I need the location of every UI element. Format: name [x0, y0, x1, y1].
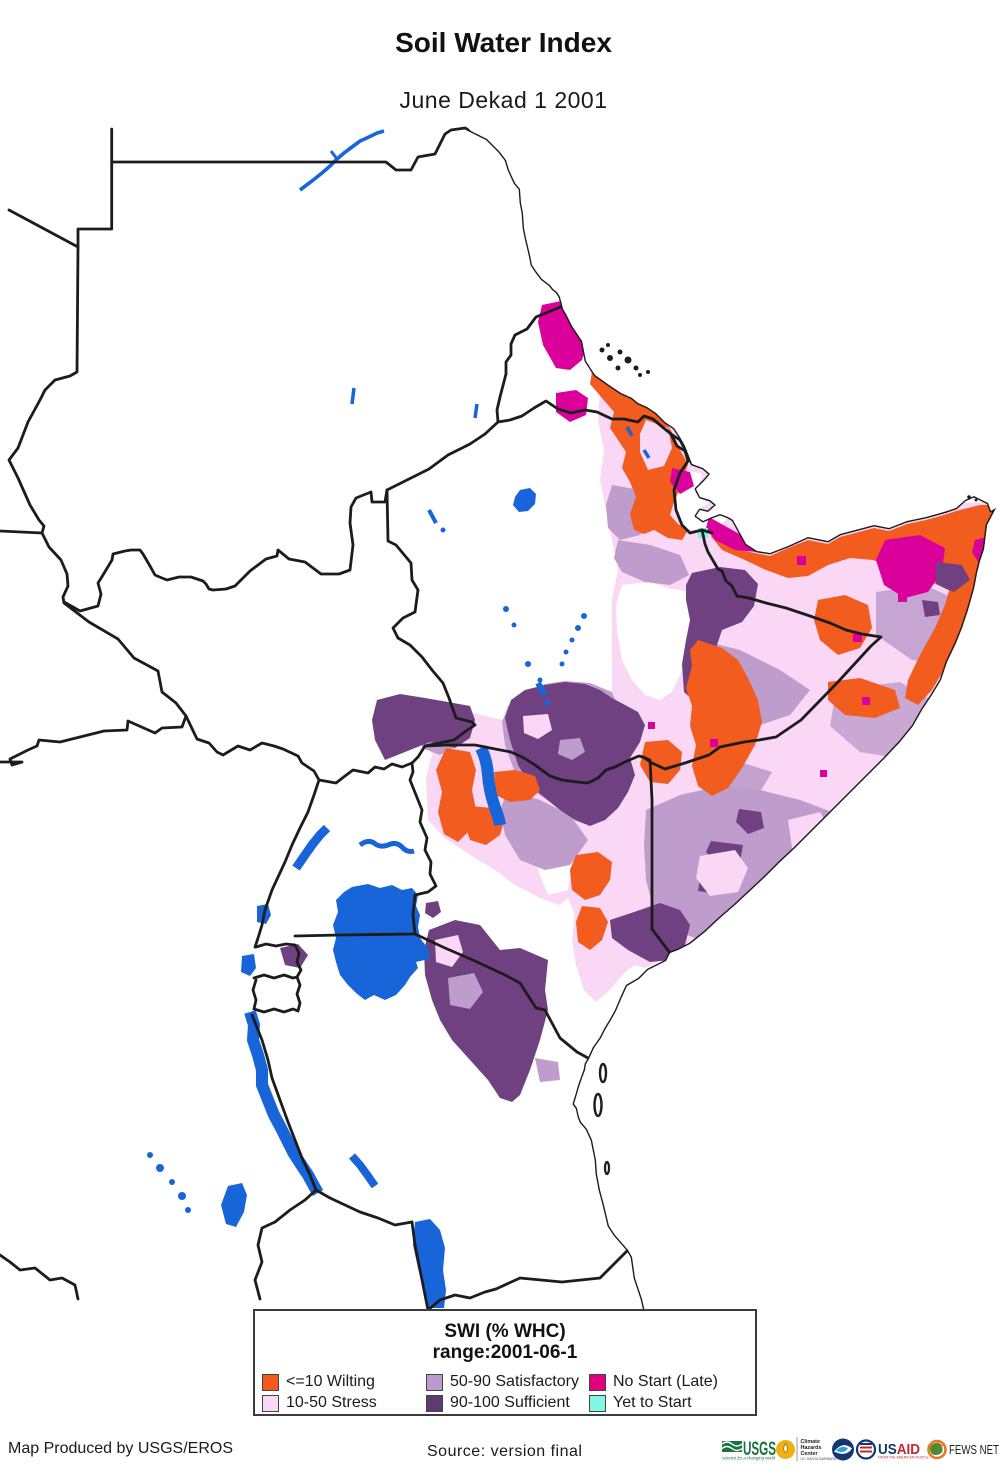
- svg-text:USAID: USAID: [878, 1441, 920, 1458]
- svg-text:science for a changing world: science for a changing world: [722, 1456, 776, 1461]
- svg-text:Climate: Climate: [801, 1439, 820, 1445]
- svg-text:UC SANTA BARBARA: UC SANTA BARBARA: [801, 1457, 837, 1461]
- svg-text:FROM THE AMERICAN PEOPLE: FROM THE AMERICAN PEOPLE: [878, 1456, 930, 1460]
- svg-text:Hazards: Hazards: [801, 1445, 822, 1451]
- svg-text:Center: Center: [801, 1451, 819, 1457]
- svg-text:FEWS NET: FEWS NET: [949, 1442, 999, 1457]
- svg-text:USGS: USGS: [743, 1439, 776, 1460]
